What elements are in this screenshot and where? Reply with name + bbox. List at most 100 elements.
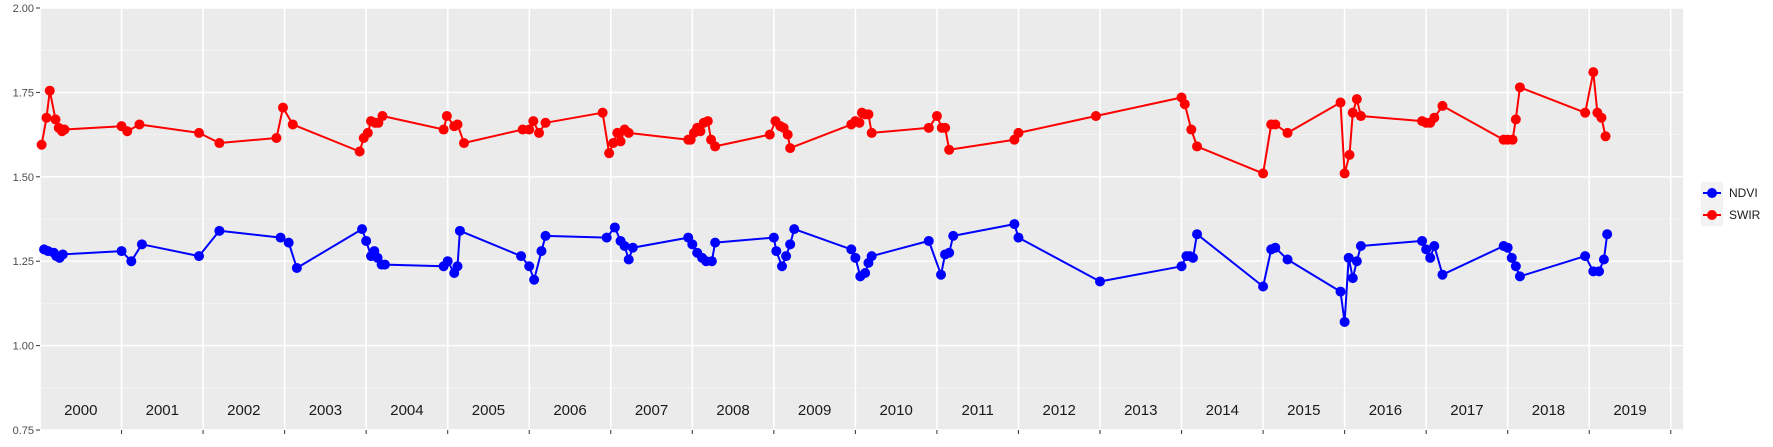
data-point-ndvi (936, 269, 946, 280)
series-ndvi (39, 219, 1613, 327)
data-point-swir (277, 102, 288, 113)
data-point-ndvi (1417, 235, 1428, 246)
data-point-ndvi (536, 246, 547, 257)
data-point-swir (1600, 131, 1611, 142)
data-point-swir (1510, 114, 1521, 125)
data-point-swir (1596, 112, 1607, 123)
data-point-ndvi (944, 247, 955, 258)
year-label-2011: 2011 (962, 402, 994, 419)
data-point-swir (36, 139, 47, 150)
data-point-ndvi (1282, 254, 1293, 265)
data-point-ndvi (361, 235, 372, 246)
data-point-swir (1192, 141, 1203, 152)
data-point-ndvi (1425, 252, 1436, 263)
data-point-ndvi (781, 251, 792, 262)
data-point-swir (1588, 67, 1599, 78)
data-point-swir (695, 126, 706, 137)
data-point-swir (287, 119, 298, 130)
data-point-ndvi (524, 261, 535, 272)
data-point-swir (41, 112, 52, 123)
series-line-ndvi (43, 223, 1609, 323)
data-point-swir (854, 117, 865, 128)
data-point-ndvi (768, 232, 779, 243)
data-point-ndvi (442, 256, 453, 267)
data-point-swir (459, 138, 469, 149)
data-point-ndvi (1343, 252, 1354, 263)
data-point-swir (194, 127, 204, 138)
year-label-2007: 2007 (635, 402, 668, 419)
data-point-swir (362, 127, 373, 138)
data-point-swir (1090, 111, 1101, 122)
data-point-ndvi (627, 242, 638, 253)
data-point-swir (1335, 97, 1346, 108)
data-point-swir (785, 143, 796, 154)
data-point-ndvi (846, 244, 857, 255)
data-point-swir (271, 132, 282, 143)
data-point-swir (866, 127, 877, 138)
data-point-ndvi (609, 222, 620, 233)
data-point-ndvi (1009, 219, 1020, 230)
data-point-swir (1347, 107, 1358, 118)
data-point-ndvi (706, 256, 717, 267)
year-label-2017: 2017 (1450, 402, 1483, 419)
y-tick-label: 1.50 (13, 172, 34, 184)
data-point-swir (452, 119, 463, 130)
data-point-ndvi (291, 262, 302, 273)
year-label-2010: 2010 (879, 402, 912, 419)
legend-entry-ndvi: NDVI (1701, 182, 1758, 204)
year-label-2019: 2019 (1613, 402, 1646, 419)
data-point-ndvi (1506, 252, 1517, 263)
y-tick-label: 1.25 (13, 256, 34, 268)
data-point-ndvi (1335, 286, 1346, 297)
data-point-ndvi (379, 259, 390, 270)
data-point-swir (44, 85, 55, 96)
data-point-swir (1270, 119, 1281, 130)
data-point-swir (1179, 99, 1190, 110)
data-point-ndvi (1502, 242, 1513, 253)
year-label-2006: 2006 (553, 402, 586, 419)
data-point-swir (1514, 82, 1525, 93)
data-point-ndvi (1355, 241, 1366, 252)
data-point-ndvi (1510, 261, 1521, 272)
data-point-swir (1429, 112, 1440, 123)
data-point-swir (1507, 134, 1518, 145)
data-point-swir (702, 116, 713, 127)
data-point-ndvi (357, 224, 368, 235)
data-point-swir (623, 127, 634, 138)
data-point-ndvi (454, 225, 465, 236)
data-point-swir (438, 124, 449, 135)
data-point-ndvi (789, 224, 800, 235)
data-point-swir (1344, 149, 1355, 160)
data-point-swir (940, 122, 951, 133)
year-label-2012: 2012 (1043, 402, 1076, 419)
data-point-ndvi (1351, 256, 1362, 267)
legend-key-point (1707, 188, 1717, 198)
year-label-2016: 2016 (1369, 402, 1402, 419)
data-point-ndvi (771, 246, 782, 257)
data-point-ndvi (619, 241, 630, 252)
year-label-2009: 2009 (798, 402, 831, 419)
data-point-ndvi (1602, 229, 1613, 240)
data-point-ndvi (126, 256, 137, 267)
data-point-ndvi (850, 252, 861, 263)
data-point-ndvi (1339, 316, 1350, 327)
data-point-ndvi (452, 261, 463, 272)
data-point-ndvi (948, 230, 959, 241)
data-point-ndvi (136, 239, 147, 250)
legend-key-point (1707, 210, 1717, 220)
series-swir (36, 67, 1611, 179)
data-point-swir (710, 141, 721, 152)
data-point-ndvi (1429, 241, 1440, 252)
data-point-ndvi (1258, 281, 1269, 292)
year-label-2018: 2018 (1532, 402, 1565, 419)
data-point-swir (59, 124, 70, 135)
data-point-swir (597, 107, 608, 118)
data-point-swir (764, 129, 775, 140)
data-point-swir (1355, 111, 1366, 122)
data-point-swir (441, 111, 452, 122)
data-point-swir (1351, 94, 1362, 105)
data-point-swir (1013, 127, 1024, 138)
year-label-2000: 2000 (64, 402, 97, 419)
data-point-ndvi (785, 239, 796, 250)
